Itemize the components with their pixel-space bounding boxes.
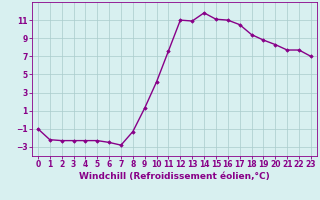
X-axis label: Windchill (Refroidissement éolien,°C): Windchill (Refroidissement éolien,°C) bbox=[79, 172, 270, 181]
